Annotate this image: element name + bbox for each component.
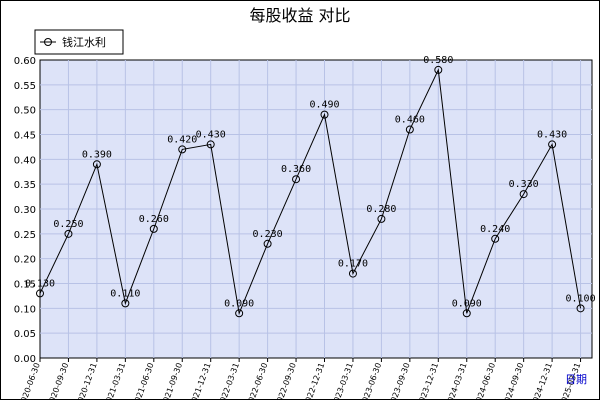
- data-label: 0.430: [196, 129, 226, 140]
- data-points: [36, 65, 585, 318]
- x-tick-label: 2021-03-31: [103, 362, 127, 400]
- data-labels: 0.1300.2500.3900.1100.2600.4200.4300.090…: [25, 55, 596, 309]
- y-tick-label: 0.60: [14, 56, 36, 67]
- legend: 钱江水利: [34, 29, 124, 55]
- data-point: [434, 65, 443, 74]
- legend-series-name: 钱江水利: [62, 35, 106, 49]
- x-tick-label: 2024-06-30: [473, 362, 497, 400]
- x-tick-label: 2021-09-30: [160, 362, 184, 400]
- grid-lines: [40, 60, 592, 358]
- data-point: [292, 175, 301, 184]
- x-tick-label: 2024-03-31: [444, 362, 468, 400]
- data-point: [121, 299, 130, 308]
- y-axis-ticks: 0.00 0.05 0.10 0.15 0.20 0.25 0.30 0.35 0.40 0.45…: [14, 56, 36, 365]
- x-axis-ticks: 2020-06-30 2020-09-30 2020-12-31 2021-03-31…: [18, 358, 582, 400]
- data-label: 0.130: [25, 278, 55, 289]
- x-tick-label: 2022-03-31: [217, 362, 241, 400]
- x-tick-label: 2023-12-31: [416, 362, 440, 400]
- data-point: [92, 160, 101, 169]
- y-tick-label: 0.00: [14, 354, 36, 365]
- y-tick-label: 0.55: [14, 81, 36, 92]
- data-label: 0.430: [537, 129, 567, 140]
- data-label: 0.490: [309, 100, 339, 111]
- data-point: [377, 214, 386, 223]
- data-point: [206, 140, 215, 149]
- data-point: [36, 289, 44, 298]
- data-label: 0.390: [82, 149, 112, 160]
- data-point: [348, 269, 357, 278]
- x-tick-label: 2023-06-30: [359, 362, 383, 400]
- data-point: [235, 309, 244, 318]
- data-label: 0.100: [565, 293, 595, 304]
- series-line: [39, 68, 582, 316]
- data-point: [178, 145, 187, 154]
- data-label: 0.260: [139, 214, 169, 225]
- data-label: 0.090: [224, 298, 254, 309]
- y-tick-label: 0.45: [14, 131, 36, 142]
- data-label: 0.420: [167, 134, 197, 145]
- y-tick-label: 0.50: [14, 106, 36, 117]
- data-label: 0.240: [480, 224, 510, 235]
- data-label: 0.280: [366, 204, 396, 215]
- x-tick-label: 2023-03-31: [330, 362, 354, 400]
- data-label: 0.250: [53, 219, 83, 230]
- data-point: [462, 309, 471, 318]
- x-tick-label: 2021-12-31: [188, 362, 212, 400]
- y-tick-label: 0.15: [14, 280, 36, 291]
- data-point: [548, 140, 557, 149]
- y-tick-label: 0.25: [14, 230, 36, 241]
- data-label: 0.090: [452, 298, 482, 309]
- y-tick-label: 0.10: [14, 304, 36, 315]
- x-tick-label: 2022-06-30: [245, 362, 269, 400]
- y-tick-label: 0.20: [14, 255, 36, 266]
- data-label: 0.330: [509, 179, 539, 190]
- chart-title: 每股收益 对比: [249, 6, 350, 25]
- y-tick-label: 0.05: [14, 329, 36, 340]
- x-tick-label: 2024-09-30: [501, 362, 525, 400]
- x-tick-label: 2020-09-30: [46, 362, 70, 400]
- legend-circle-marker: [44, 38, 52, 46]
- x-tick-label: 2022-12-31: [302, 362, 326, 400]
- data-point: [149, 224, 158, 233]
- data-label: 0.110: [110, 288, 140, 299]
- x-tick-label: 2022-09-30: [274, 362, 298, 400]
- data-label: 0.230: [253, 229, 283, 240]
- x-tick-label: 2021-06-30: [131, 362, 155, 400]
- data-label: 0.360: [281, 164, 311, 175]
- x-tick-label: 2020-06-30: [18, 362, 42, 400]
- data-point: [320, 110, 329, 119]
- data-point: [491, 234, 500, 243]
- data-point: [519, 190, 528, 199]
- data-label: 0.460: [395, 115, 425, 126]
- x-tick-label: 2020-12-31: [74, 362, 98, 400]
- data-label: 0.170: [338, 259, 368, 270]
- y-tick-label: 0.40: [14, 155, 36, 166]
- x-axis-label: 日期: [565, 373, 587, 386]
- data-point: [405, 125, 414, 134]
- data-point: [576, 304, 585, 313]
- x-tick-label: 2024-12-31: [530, 362, 554, 400]
- y-tick-label: 0.35: [14, 180, 36, 191]
- data-point: [263, 239, 272, 248]
- y-tick-label: 0.30: [14, 205, 36, 216]
- data-label: 0.580: [423, 55, 453, 66]
- data-point: [64, 229, 73, 238]
- x-tick-label: 2023-09-30: [387, 362, 411, 400]
